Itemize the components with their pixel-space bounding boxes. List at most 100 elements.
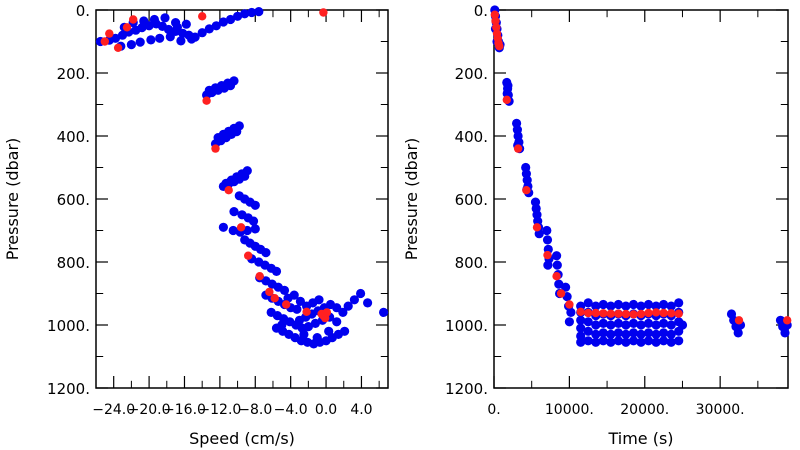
data-point-blue (666, 320, 676, 330)
data-point-blue (356, 288, 366, 299)
data-point-blue (155, 33, 165, 43)
data-point-blue (552, 251, 562, 261)
data-point-blue (606, 337, 616, 347)
data-point-blue (332, 317, 342, 327)
data-point-blue (340, 326, 350, 336)
data-point-blue (146, 35, 156, 45)
x-tick-label: 20000. (620, 402, 669, 418)
data-point-blue (254, 7, 264, 17)
data-point-blue (583, 326, 593, 336)
data-point-blue (164, 24, 174, 35)
data-point-blue (502, 88, 512, 99)
data-point-blue (591, 301, 601, 311)
y-tick-label: 800. (57, 254, 90, 272)
data-point-red (584, 308, 593, 318)
data-point-red (100, 37, 110, 46)
x-tick-label: 10000. (545, 402, 594, 418)
data-point-red (532, 223, 542, 232)
x-tick-label: 4.0 (350, 402, 372, 418)
data-point-blue (228, 225, 238, 236)
data-point-blue (628, 328, 639, 338)
data-point-blue (621, 320, 631, 330)
data-point-blue (606, 301, 616, 311)
data-point-blue (613, 318, 624, 328)
data-point-blue (250, 200, 260, 210)
y-tick-label: 1200. (445, 380, 488, 398)
data-point-red (576, 307, 585, 316)
data-point-blue (666, 329, 676, 339)
data-point-blue (628, 318, 639, 328)
data-point-red (591, 308, 600, 318)
y-tick-label: 0. (76, 2, 90, 20)
data-point-blue (636, 301, 646, 311)
data-point-red (599, 309, 608, 318)
data-point-blue (250, 224, 260, 234)
data-point-blue (643, 328, 654, 338)
data-point-blue (628, 336, 639, 346)
data-point-blue (564, 317, 575, 327)
data-point-blue (172, 22, 182, 32)
data-point-blue (233, 11, 243, 21)
data-point-red (105, 29, 114, 38)
data-point-red (322, 308, 332, 317)
data-point-blue (197, 28, 207, 38)
y-tick-label: 600. (455, 191, 488, 209)
data-point-blue (292, 304, 302, 314)
data-point-red (270, 294, 279, 303)
data-point-blue (181, 19, 191, 29)
data-point-red (734, 316, 744, 325)
data-point-blue (606, 329, 616, 339)
data-point-blue (343, 301, 353, 311)
data-point-red (565, 300, 574, 309)
y-tick-label: 400. (57, 128, 90, 146)
data-point-blue (598, 336, 608, 346)
y-tick-label: 800. (455, 254, 488, 272)
data-point-blue (636, 337, 646, 347)
data-point-blue (651, 301, 661, 311)
data-point-blue (289, 290, 299, 300)
data-point-red (522, 186, 531, 195)
data-point-blue (232, 127, 242, 137)
data-point-blue (240, 171, 250, 181)
y-axis-label: Pressure (dbar) (3, 138, 22, 261)
data-point-blue (561, 282, 571, 292)
data-point-blue (621, 329, 631, 339)
data-point-blue (583, 317, 593, 327)
data-point-blue (312, 333, 322, 343)
data-point-blue (576, 337, 586, 347)
data-point-red (491, 16, 500, 26)
y-tick-label: 400. (455, 128, 488, 146)
data-point-blue (248, 216, 259, 226)
y-tick-label: 200. (455, 65, 488, 83)
data-point-red (202, 96, 211, 105)
data-point-blue (261, 248, 271, 258)
data-point-blue (598, 318, 608, 328)
data-point-blue (204, 24, 214, 34)
data-point-red (543, 250, 552, 260)
data-point-blue (643, 299, 654, 310)
data-point-blue (583, 336, 593, 346)
data-point-blue (299, 329, 309, 339)
y-tick-label: 600. (57, 191, 90, 209)
data-point-blue (218, 222, 228, 232)
data-point-blue (165, 32, 175, 42)
data-point-blue (324, 326, 334, 336)
data-point-blue (271, 266, 282, 276)
data-point-blue (160, 13, 170, 23)
data-point-blue (225, 14, 236, 25)
data-point-blue (659, 299, 669, 310)
data-point-red (629, 310, 638, 319)
data-point-red (644, 308, 653, 318)
data-point-blue (314, 295, 324, 305)
data-point-blue (552, 260, 562, 270)
data-point-blue (225, 81, 236, 91)
data-point-blue (542, 235, 553, 245)
data-point-blue (218, 17, 228, 27)
time-panel: 0. 200. 400. 600. 800. 1000. 1200. 0. 10000. 2000… (402, 2, 792, 448)
data-point-blue (349, 295, 359, 305)
data-point-blue (211, 21, 221, 31)
data-point-red (198, 12, 207, 21)
x-tick-label: 0. (487, 402, 500, 418)
data-point-red (122, 23, 132, 32)
